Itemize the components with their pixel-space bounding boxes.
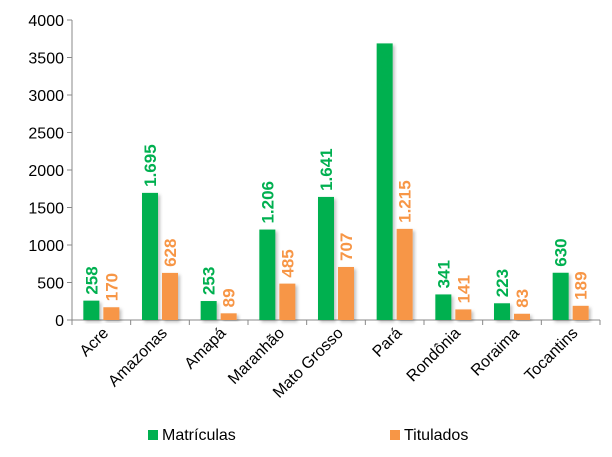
legend-item-titulados: Titulados bbox=[390, 427, 468, 444]
data-label-matriculas: 3.688 bbox=[376, 47, 395, 90]
data-label-matriculas: 253 bbox=[200, 267, 219, 295]
bar-matriculas bbox=[142, 192, 158, 320]
y-tick-label: 2000 bbox=[28, 163, 64, 180]
data-label-matriculas: 1.206 bbox=[258, 181, 277, 224]
data-label-titulados: 628 bbox=[161, 239, 180, 267]
x-category-label: Roraima bbox=[468, 325, 523, 380]
bar-titulados bbox=[162, 272, 178, 320]
data-label-matriculas: 1.695 bbox=[141, 144, 160, 187]
bar-titulados bbox=[455, 309, 472, 320]
bar-matriculas bbox=[83, 300, 100, 320]
y-tick-label: 3000 bbox=[28, 88, 64, 105]
y-tick-label: 500 bbox=[37, 276, 64, 293]
data-label-matriculas: 223 bbox=[493, 269, 512, 297]
x-category-label: Amapá bbox=[182, 325, 230, 373]
y-tick-label: 1500 bbox=[28, 201, 64, 218]
bar-matriculas bbox=[200, 301, 217, 320]
data-label-matriculas: 1.641 bbox=[317, 148, 336, 191]
bar-titulados bbox=[103, 307, 120, 320]
legend-item-matriculas: Matrículas bbox=[148, 427, 236, 444]
legend-label: Matrículas bbox=[162, 427, 236, 444]
legend-label: Titulados bbox=[404, 427, 468, 444]
data-label-titulados: 141 bbox=[454, 275, 473, 303]
x-category-label: Acre bbox=[77, 325, 112, 360]
x-category-label: Amazonas bbox=[105, 325, 170, 390]
bar-matriculas bbox=[435, 294, 452, 320]
x-category-label: Pará bbox=[370, 325, 406, 361]
data-label-titulados: 485 bbox=[278, 249, 297, 277]
bar-titulados bbox=[338, 266, 354, 320]
bar-titulados bbox=[279, 283, 296, 320]
bar-matriculas bbox=[494, 303, 510, 320]
x-category-label: Maranhão bbox=[225, 325, 288, 388]
bar-matriculas bbox=[259, 229, 276, 320]
bar-matriculas bbox=[376, 43, 393, 321]
data-label-titulados: 1.215 bbox=[396, 180, 415, 223]
legend: Matrículas Titulados bbox=[148, 427, 468, 444]
data-label-titulados: 189 bbox=[572, 271, 591, 299]
y-tick-label: 4000 bbox=[28, 13, 64, 30]
y-tick-label: 2500 bbox=[28, 126, 64, 143]
bar-titulados bbox=[572, 305, 589, 320]
y-tick-label: 0 bbox=[55, 313, 64, 330]
data-label-matriculas: 341 bbox=[434, 260, 453, 288]
bar-titulados bbox=[396, 228, 413, 320]
y-axis: 0 500 1000 1500 2000 2500 3000 3500 4000 bbox=[28, 13, 73, 330]
data-label-matriculas: 630 bbox=[552, 238, 571, 266]
legend-swatch bbox=[390, 430, 400, 440]
bar-matriculas bbox=[318, 196, 334, 320]
bars-group bbox=[83, 43, 589, 321]
bar-titulados bbox=[220, 313, 237, 320]
data-label-titulados: 170 bbox=[102, 273, 121, 301]
x-category-label: Rondônia bbox=[404, 325, 465, 386]
legend-swatch bbox=[148, 430, 158, 440]
data-label-matriculas: 258 bbox=[82, 266, 101, 294]
bar-titulados bbox=[514, 313, 530, 320]
y-tick-label: 3500 bbox=[28, 51, 64, 68]
data-label-titulados: 83 bbox=[513, 289, 532, 308]
data-label-titulados: 89 bbox=[220, 288, 239, 307]
data-label-titulados: 707 bbox=[337, 233, 356, 261]
y-tick-label: 1000 bbox=[28, 238, 64, 255]
bar-matriculas bbox=[552, 272, 569, 320]
x-category-label: Tocantins bbox=[522, 325, 582, 385]
